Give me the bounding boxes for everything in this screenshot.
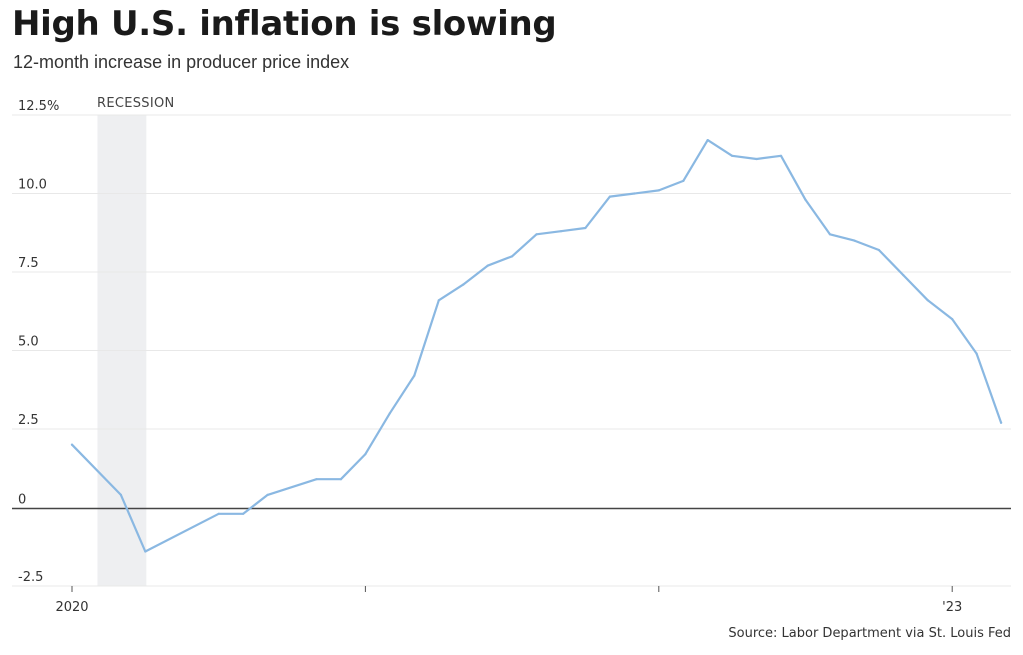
data-point — [755, 157, 758, 161]
data-point — [633, 192, 636, 195]
data-point — [535, 233, 538, 236]
data-point — [779, 154, 783, 157]
data-point — [510, 255, 514, 258]
data-point — [828, 233, 832, 236]
data-point — [657, 189, 660, 192]
data-point — [242, 512, 245, 515]
y-tick-label: 0 — [18, 493, 26, 508]
data-point — [339, 478, 342, 481]
data-point — [119, 493, 122, 496]
data-point — [217, 512, 220, 515]
chart-subtitle: 12-month increase in producer price inde… — [13, 52, 350, 72]
chart-source: Source: Labor Department via St. Louis F… — [728, 626, 1011, 641]
data-point — [706, 139, 709, 142]
data-point — [902, 274, 905, 277]
data-point — [144, 550, 147, 553]
data-point — [731, 154, 734, 157]
data-point — [853, 239, 856, 242]
data-point — [584, 226, 587, 230]
data-point — [266, 493, 269, 496]
data-point — [877, 248, 881, 252]
data-point — [951, 318, 954, 321]
series-line — [70, 139, 1003, 553]
data-point — [462, 283, 465, 286]
data-point — [388, 412, 391, 415]
y-tick-label: 10.0 — [18, 178, 47, 193]
data-point — [926, 299, 929, 302]
data-point — [413, 374, 416, 377]
y-tick-label: 7.5 — [18, 256, 39, 271]
y-tick-label: 12.5% — [18, 99, 59, 114]
chart-title: High U.S. inflation is slowing — [12, 4, 557, 44]
data-point — [70, 443, 74, 446]
data-point — [975, 352, 978, 355]
data-point — [804, 198, 807, 201]
y-tick-label: 2.5 — [18, 413, 39, 428]
data-point — [315, 478, 318, 481]
x-tick-label: '23 — [942, 600, 962, 615]
data-point — [559, 230, 563, 233]
data-point — [486, 264, 489, 267]
y-tick-label: -2.5 — [18, 570, 43, 585]
data-point — [608, 195, 612, 198]
data-point — [1000, 421, 1003, 424]
recession-label: RECESSION — [97, 96, 175, 111]
x-tick-label: 2020 — [55, 600, 88, 615]
y-tick-label: 5.0 — [18, 335, 39, 350]
data-point — [364, 453, 367, 456]
data-point — [682, 179, 685, 182]
data-point — [437, 299, 440, 302]
